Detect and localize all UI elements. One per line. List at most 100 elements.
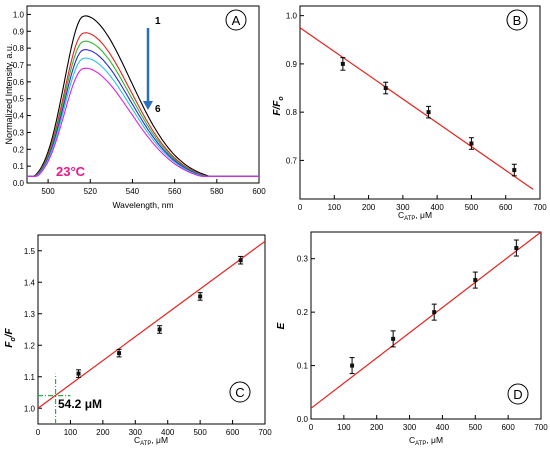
panel-b-letter: B: [513, 13, 522, 28]
panel-d-plot-frame: [310, 231, 542, 420]
y-tick-label: 0.4: [13, 112, 25, 121]
data-point: [383, 86, 388, 91]
panel-c-ticks: 0 100 200 300 400 500 600 700 1.0 1.1 1.2 1.3 1.4 1.5: [24, 247, 272, 437]
panel-c-concentration-annotation: 54.2 μM: [58, 397, 102, 411]
x-tick-label: 600: [499, 203, 513, 212]
panel-c-plot-frame: [37, 234, 266, 425]
data-point: [157, 327, 162, 332]
spectrum-curve-3: [27, 40, 259, 177]
x-tick-label: 700: [533, 203, 547, 212]
panel-a-xlabel: Wavelength, nm: [112, 200, 173, 210]
panel-a-curve-label-top: 1: [155, 16, 161, 27]
panel-b-xlabel-unit: , μM: [415, 210, 432, 220]
data-point: [473, 278, 478, 283]
y-tick-label: 0.7: [286, 156, 298, 165]
data-point: [512, 168, 517, 173]
data-point: [426, 110, 431, 115]
panel-a-letter-circle: [225, 9, 247, 31]
panel-b-ticks: 0 100 200 300 400 500 600 700 0.7 0.8 0.9 1.0: [286, 12, 547, 212]
panel-b-xlabel: CATP, μM: [398, 210, 432, 222]
spectrum-curve-2: [27, 32, 259, 177]
panel-c-plot: [37, 240, 266, 424]
x-tick-label: 600: [226, 428, 240, 437]
y-tick-label: 1.1: [24, 373, 36, 382]
x-tick-label: 100: [337, 423, 351, 432]
panel-c-xlabel-unit: , μM: [151, 435, 168, 445]
panel-d-plot: [310, 231, 542, 409]
panel-c-xlabel-sub: ATP: [140, 441, 151, 447]
x-tick-label: 0: [298, 203, 303, 212]
panel-c-letter: C: [235, 385, 244, 400]
x-tick-label: 600: [501, 423, 515, 432]
y-tick-label: 1.0: [286, 12, 298, 21]
panel-d-xlabel-main: C: [409, 435, 415, 445]
x-tick-label: 540: [126, 187, 140, 196]
panel-b-ylabel-sub: o: [278, 96, 285, 101]
fit-line: [299, 27, 534, 190]
panel-a: Normalized Intensity, a.u. Wavelength, n…: [4, 5, 266, 210]
data-point: [391, 336, 396, 341]
y-tick-label: 0.6: [13, 78, 25, 87]
x-tick-label: 500: [193, 428, 207, 437]
y-tick-label: 0.9: [13, 27, 25, 36]
spectrum-curve-1: [27, 15, 259, 177]
panel-b-plot-frame: [299, 5, 541, 200]
data-point: [432, 310, 437, 315]
x-tick-label: 100: [64, 428, 78, 437]
panel-b-xlabel-main: C: [398, 210, 404, 220]
y-tick-label: 0.0: [13, 179, 25, 188]
panel-a-plot-frame: [26, 5, 260, 184]
x-tick-label: 400: [436, 423, 450, 432]
x-tick-label: 400: [161, 428, 175, 437]
panel-a-curves: [27, 15, 259, 177]
panel-a-temperature-label: 23°C: [56, 164, 86, 179]
panel-b-ylabel-main: F/F: [272, 100, 283, 116]
y-tick-label: 0.0: [297, 415, 309, 424]
panel-b-ylabel: F/Fo: [272, 96, 285, 116]
panel-c-ylabel-main: F: [4, 341, 15, 348]
y-tick-label: 1.5: [24, 247, 36, 256]
panel-d-letter: D: [513, 387, 522, 402]
panel-b-xlabel-sub: ATP: [404, 216, 415, 222]
data-point: [238, 258, 243, 263]
panel-d-letter-circle: [507, 383, 529, 405]
x-tick-label: 0: [309, 423, 314, 432]
x-tick-label: 700: [534, 423, 548, 432]
y-tick-label: 1.0: [24, 404, 36, 413]
x-tick-label: 300: [396, 203, 410, 212]
panel-a-ylabel: Normalized Intensity, a.u.: [4, 44, 14, 145]
data-point: [117, 351, 122, 356]
panel-a-curve-label-bottom: 6: [155, 104, 161, 115]
panel-c-xlabel-main: C: [134, 435, 140, 445]
y-tick-label: 1.0: [13, 10, 25, 19]
panel-a-letter: A: [232, 13, 241, 28]
y-tick-label: 0.8: [286, 108, 298, 117]
panel-c: 0 100 200 300 400 500 600 700 1.0 1.1 1.2 1.3 1.4 1.5…: [4, 234, 272, 447]
panel-c-xlabel: CATP, μM: [134, 435, 168, 447]
x-tick-label: 520: [84, 187, 98, 196]
x-tick-label: 200: [370, 423, 384, 432]
data-point: [198, 294, 203, 299]
x-tick-label: 500: [469, 423, 483, 432]
y-tick-label: 0.7: [13, 61, 25, 70]
data-point: [76, 371, 81, 376]
y-tick-label: 1.4: [24, 278, 36, 287]
x-tick-label: 400: [430, 203, 444, 212]
y-tick-label: 0.1: [297, 362, 309, 371]
x-tick-label: 580: [210, 187, 224, 196]
data-point: [469, 141, 474, 146]
y-tick-label: 0.9: [286, 60, 298, 69]
y-tick-label: 0.5: [13, 95, 25, 104]
x-tick-label: 600: [252, 187, 266, 196]
x-tick-label: 200: [96, 428, 110, 437]
fit-line: [37, 240, 266, 409]
panel-b-letter-circle: [506, 9, 528, 31]
data-point: [350, 363, 355, 368]
y-tick-label: 1.3: [24, 310, 36, 319]
panel-d-ylabel: E: [276, 322, 287, 329]
data-point: [514, 246, 519, 251]
y-tick-label: 0.1: [13, 162, 25, 171]
y-tick-label: 0.2: [13, 145, 25, 154]
